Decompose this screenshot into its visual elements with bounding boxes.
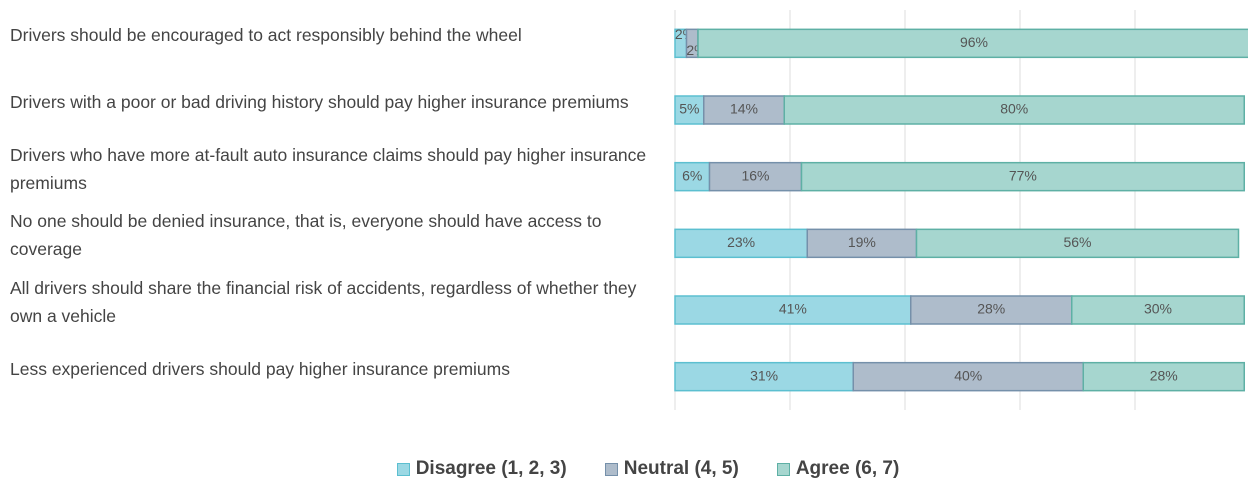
value-label: 96% (960, 34, 988, 50)
bar-segment (915, 228, 1240, 259)
value-label: 23% (727, 234, 755, 250)
value-label: 14% (730, 101, 758, 117)
legend-label: Agree (6, 7) (795, 458, 900, 479)
category-label: Drivers who have more at-fault auto insu… (10, 144, 647, 193)
bar-segment (674, 361, 854, 392)
value-label: 5% (679, 101, 699, 117)
category-label: Drivers should be encouraged to act resp… (10, 25, 522, 46)
bar-segment (674, 228, 808, 259)
value-label: 28% (1150, 367, 1178, 383)
category-label: No one should be denied insurance, that … (10, 211, 602, 260)
value-label: 31% (750, 367, 778, 383)
value-label: 6% (682, 167, 702, 183)
bar-segment (910, 295, 1073, 325)
category-label: All drivers should share the financial r… (10, 278, 637, 326)
value-label: 19% (848, 234, 876, 250)
bar-segment (852, 361, 1084, 392)
bar-segment (1082, 361, 1245, 392)
value-label: 56% (1063, 234, 1091, 250)
value-label: 80% (1000, 101, 1028, 117)
bar-segment (697, 28, 1248, 59)
value-label: 30% (1144, 301, 1172, 317)
bar-segment (783, 95, 1245, 125)
bar-segment (800, 161, 1245, 192)
value-label: 41% (779, 301, 807, 317)
category-label: Less experienced drivers should pay high… (10, 358, 510, 379)
category-label: Drivers with a poor or bad driving histo… (10, 92, 629, 112)
bar-segment (806, 228, 918, 259)
value-label: 16% (741, 167, 769, 183)
value-label: 40% (954, 367, 982, 383)
legend-item: Disagree (1, 2, 3) (396, 458, 567, 480)
value-label: 77% (1009, 167, 1037, 183)
legend-label: Disagree (1, 2, 3) (415, 458, 567, 479)
legend-swatch (604, 462, 618, 476)
legend-swatch (396, 462, 410, 476)
legend-label: Neutral (4, 5) (623, 458, 739, 479)
plot: 2%2% 96%5% 14% 80%6% 16% 77%23% 19% 56%41% 28% 30… (674, 10, 1248, 410)
legend-item: Agree (6, 7) (776, 458, 900, 480)
value-label: 28% (977, 301, 1005, 317)
legend-item: Neutral (4, 5) (604, 458, 739, 480)
legend-swatch (776, 462, 790, 476)
legend: Disagree (1, 2, 3) Neutral (4, 5) Agree (6… (0, 458, 1248, 480)
bar-segment (674, 295, 912, 325)
bar-segment (674, 95, 705, 125)
bar-segment (703, 95, 785, 125)
bar-segment (1071, 295, 1245, 325)
